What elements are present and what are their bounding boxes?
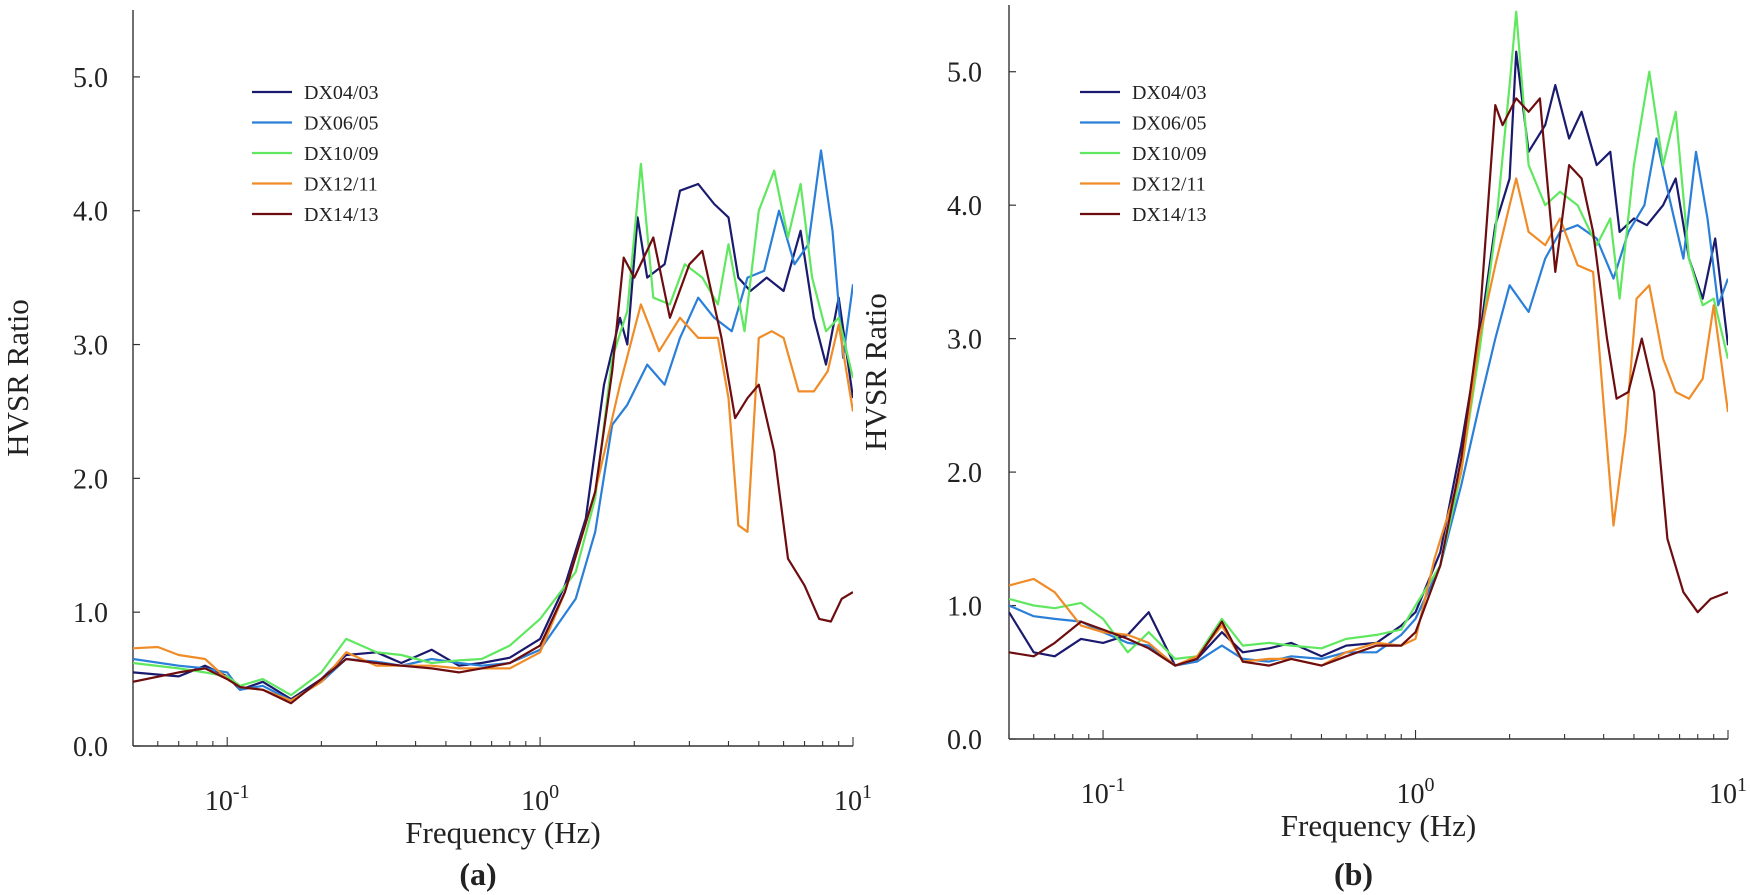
y-tick-label: 3.0 — [947, 325, 982, 356]
series-line-DX04-03 — [1009, 50, 1728, 667]
y-tick-label: 0.0 — [947, 725, 982, 756]
y-tick-label: 5.0 — [947, 58, 982, 89]
series-group — [1009, 10, 1728, 667]
y-tick-label: 0.0 — [73, 732, 108, 763]
y-tick-label: 2.0 — [947, 458, 982, 489]
legend-label: DX12/11 — [1132, 174, 1206, 196]
legend-label: DX12/11 — [304, 174, 378, 196]
series-line-DX14-13 — [1009, 97, 1728, 667]
x-tick-label: 10-1 — [1081, 774, 1126, 810]
y-tick-label: 1.0 — [947, 592, 982, 623]
series-line-DX10-09 — [133, 162, 853, 697]
series-line-DX14-13 — [133, 236, 853, 705]
legend-label: DX04/03 — [304, 82, 378, 104]
chart-panel-b: 0.0 1.0 2.0 3.0 4.0 5.0 10-1 100 101 Frequency (H… — [858, 5, 1747, 892]
legend: DX04/03 DX06/05 DX10/09 DX12/11 DX14/13 — [1080, 82, 1206, 226]
x-tick-label: 100 — [521, 781, 559, 817]
legend-label: DX14/13 — [1132, 204, 1206, 226]
series-line-DX10-09 — [1009, 10, 1728, 661]
series-line-DX04-03 — [133, 182, 853, 701]
legend-label: DX06/05 — [1132, 113, 1206, 135]
x-tick-label: 101 — [1709, 774, 1747, 810]
legend-label: DX10/09 — [1132, 143, 1206, 165]
y-tick-label: 4.0 — [947, 191, 982, 222]
legend: DX04/03 DX06/05 DX10/09 DX12/11 DX14/13 — [252, 82, 378, 226]
y-tick-label: 2.0 — [73, 464, 108, 495]
x-axis-title: Frequency (Hz) — [1281, 808, 1476, 843]
y-tick-label: 4.0 — [73, 197, 108, 228]
series-line-DX12-11 — [133, 303, 853, 702]
x-tick-label: 100 — [1397, 774, 1435, 810]
panel-label: (a) — [459, 856, 496, 892]
x-tick-label: 101 — [834, 781, 872, 817]
y-tick-label: 1.0 — [73, 598, 108, 629]
legend-label: DX06/05 — [304, 113, 378, 135]
y-axis-title: HVSR Ratio — [0, 299, 35, 457]
legend-label: DX10/09 — [304, 143, 378, 165]
series-line-DX06-05 — [133, 149, 853, 702]
series-group — [133, 149, 853, 705]
series-line-DX06-05 — [1009, 137, 1728, 667]
y-tick-label: 3.0 — [73, 331, 108, 362]
chart-panel-a: 0.0 1.0 2.0 3.0 4.0 5.0 10-1 100 101 Frequency (H… — [0, 10, 872, 892]
series-line-DX12-11 — [1009, 177, 1728, 667]
legend-label: DX14/13 — [304, 204, 378, 226]
y-axis-title: HVSR Ratio — [858, 293, 893, 451]
x-axis-title: Frequency (Hz) — [405, 815, 600, 850]
x-tick-label: 10-1 — [205, 781, 250, 817]
legend-label: DX04/03 — [1132, 82, 1206, 104]
y-tick-label: 5.0 — [73, 63, 108, 94]
panel-label: (b) — [1334, 856, 1373, 892]
